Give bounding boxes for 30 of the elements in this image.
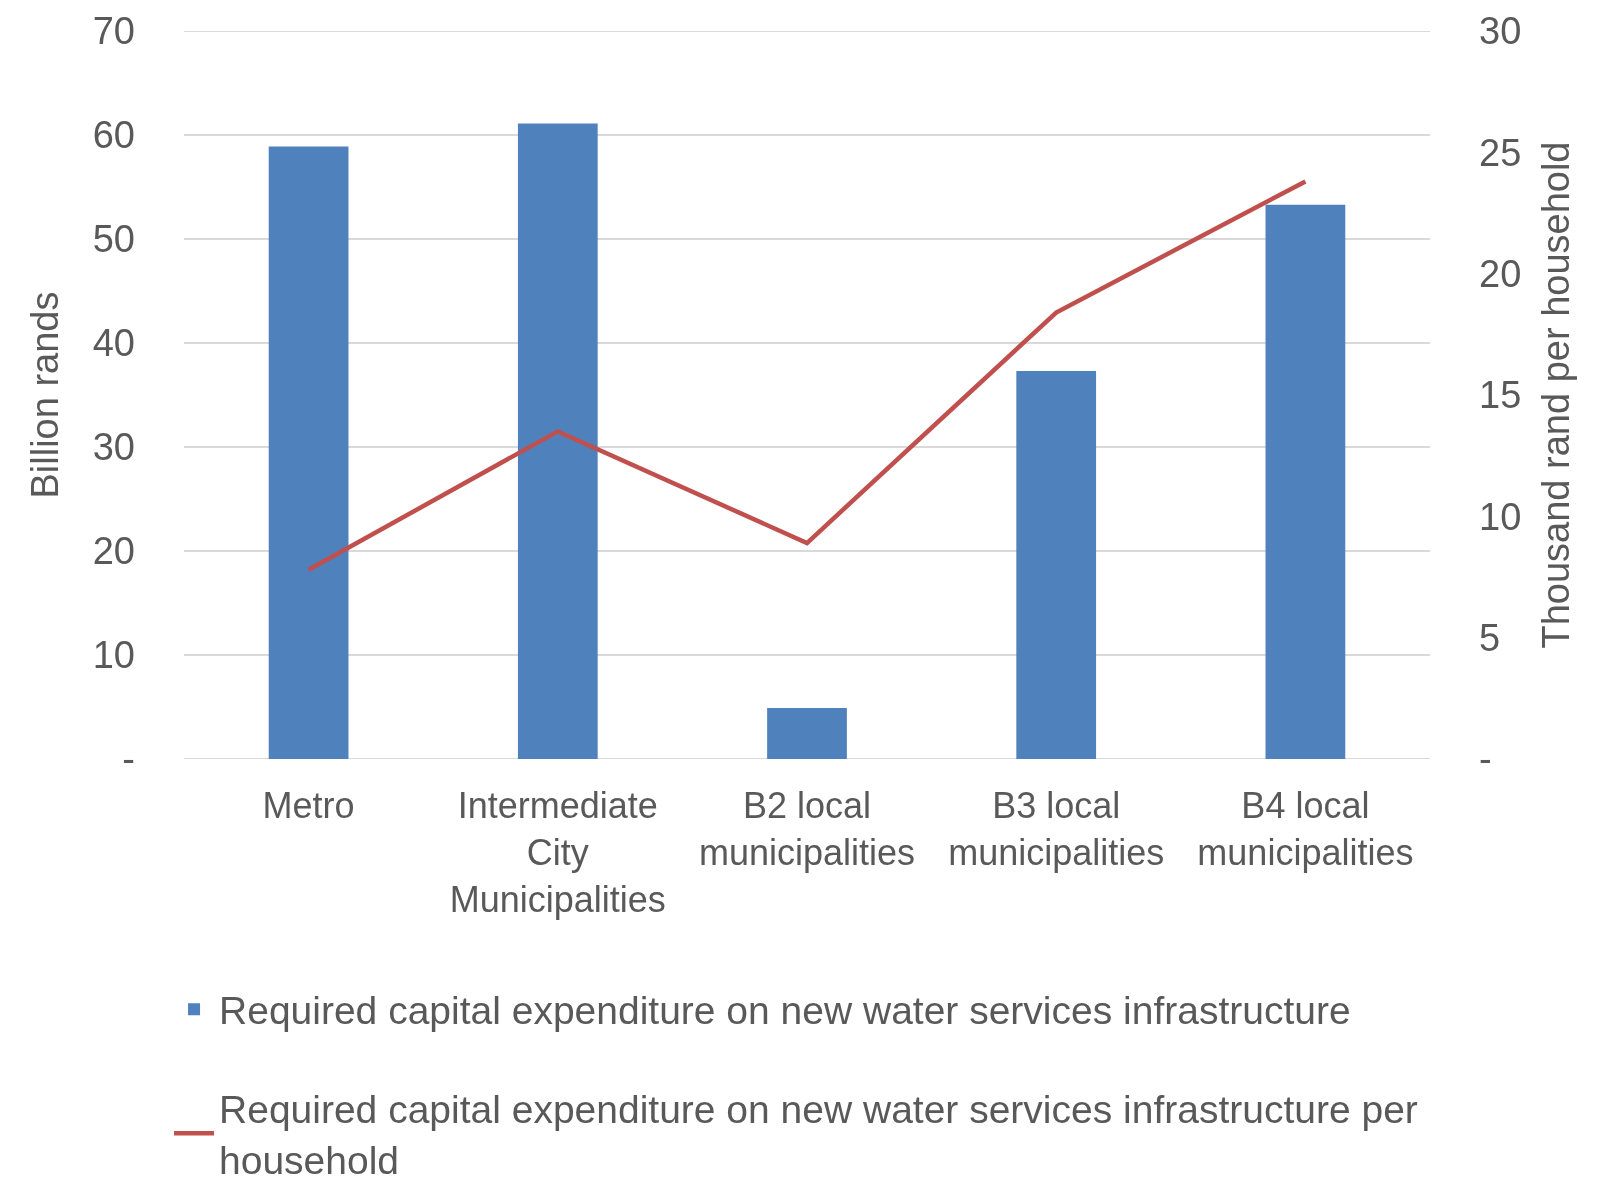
y-tick-label: 20 xyxy=(92,530,135,573)
y-tick-label: 10 xyxy=(92,634,135,677)
y2-tick-label: - xyxy=(1479,738,1492,781)
x-tick-label: B4 local municipalities xyxy=(1197,785,1414,873)
bar xyxy=(767,708,847,759)
y2-tick-label: 25 xyxy=(1479,131,1522,174)
y-tick-label: - xyxy=(122,738,135,781)
bar xyxy=(268,146,349,759)
y-tick-label: 60 xyxy=(92,114,135,157)
y2-tick-label: 30 xyxy=(1479,10,1522,53)
y2-tick-label: 15 xyxy=(1479,374,1522,417)
y-tick-label: 70 xyxy=(92,10,135,53)
bar xyxy=(1016,371,1097,759)
y2-tick-label: 5 xyxy=(1479,616,1501,659)
bar xyxy=(517,123,598,759)
legend-label: Required capital expenditure on new water services infrastructure per household xyxy=(219,1088,1418,1182)
x-tick-label: Metro xyxy=(262,785,355,826)
y2-tick-label: 20 xyxy=(1479,252,1522,295)
y2-axis-title: Thousand rand per household xyxy=(1535,141,1578,649)
y-tick-label: 50 xyxy=(92,218,135,261)
line-series xyxy=(306,179,1308,572)
bar xyxy=(1265,204,1346,759)
x-tick-label: Intermediate City Municipalities xyxy=(449,785,666,920)
x-tick-label: B2 local municipalities xyxy=(698,785,916,873)
y-tick-label: 30 xyxy=(92,426,135,469)
legend-label: Required capital expenditure on new water services infrastructure xyxy=(219,989,1351,1033)
x-tick-label: B3 local municipalities xyxy=(948,785,1165,873)
y2-tick-label: 10 xyxy=(1479,495,1522,538)
y-tick-label: 40 xyxy=(92,322,135,365)
y-axis-title: Billion rands xyxy=(23,291,66,499)
